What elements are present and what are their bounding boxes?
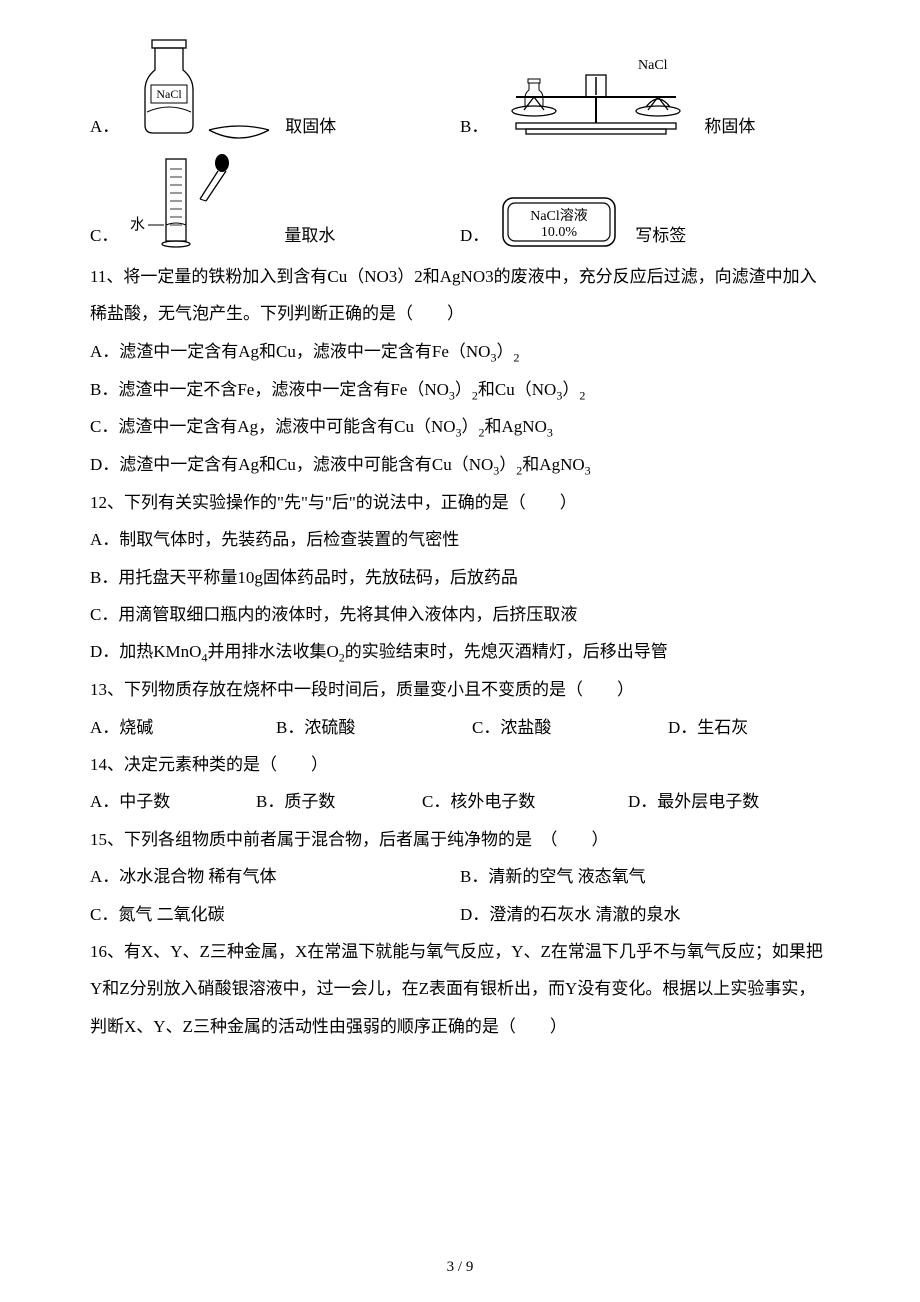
bottle-label-nacl: NaCl (157, 87, 183, 101)
q13-C: C．浓盐酸 (472, 709, 632, 746)
q10-figD: NaCl溶液 10.0% (497, 192, 627, 254)
q15-C: C．氮气 二氧化碳 (90, 896, 460, 933)
q10-A-text: 取固体 (285, 108, 336, 145)
q15-B: B．清新的空气 液态氧气 (460, 858, 830, 895)
q11-D: D．滤渣中一定含有Ag和Cu，滤液中可能含有Cu（NO3）2和AgNO3 (90, 446, 830, 484)
q15-options-row2: C．氮气 二氧化碳 D．澄清的石灰水 清澈的泉水 (90, 896, 830, 933)
q10-row-cd: C． 水 (90, 149, 830, 254)
q10-figC: 水 (126, 149, 276, 254)
q13-A: A．烧碱 (90, 709, 240, 746)
q10-A-label: A． (90, 108, 119, 145)
balance-nacl-label: NaCl (638, 58, 668, 73)
q15-stem: 15、下列各组物质中前者属于混合物，后者属于纯净物的是 （ ） (90, 821, 830, 858)
q10-C-text: 量取水 (284, 217, 335, 254)
q13-B: B．浓硫酸 (276, 709, 436, 746)
q15-D: D．澄清的石灰水 清澈的泉水 (460, 896, 830, 933)
q12-A: A．制取气体时，先装药品，后检查装置的气密性 (90, 521, 830, 558)
q12-stem: 12、下列有关实验操作的"先"与"后"的说法中，正确的是（ ） (90, 484, 830, 521)
q14-C: C．核外电子数 (422, 783, 592, 820)
q10-B-text: 称固体 (704, 108, 755, 145)
q16-stem: 16、有X、Y、Z三种金属，X在常温下就能与氧气反应，Y、Z在常温下几乎不与氧气… (90, 933, 830, 1045)
q14-A: A．中子数 (90, 783, 220, 820)
q10-figB: NaCl (496, 55, 696, 145)
q15-options-row1: A．冰水混合物 稀有气体 B．清新的空气 液态氧气 (90, 858, 830, 895)
q13-stem: 13、下列物质存放在烧杯中一段时间后，质量变小且不变质的是（ ） (90, 671, 830, 708)
label-line2: 10.0% (541, 225, 578, 240)
q10-figA: NaCl (127, 30, 277, 145)
q11-A: A．滤渣中一定含有Ag和Cu，滤液中一定含有Fe（NO3）2 (90, 333, 830, 371)
q11-stem: 11、将一定量的铁粉加入到含有Cu（NO3）2和AgNO3的废液中，充分反应后过… (90, 258, 830, 333)
q15-A: A．冰水混合物 稀有气体 (90, 858, 460, 895)
q10-D-text: 写标签 (635, 217, 686, 254)
q14-options: A．中子数 B．质子数 C．核外电子数 D．最外层电子数 (90, 783, 830, 820)
q13-D: D．生石灰 (668, 709, 748, 746)
q11-B: B．滤渣中一定不含Fe，滤液中一定含有Fe（NO3）2和Cu（NO3）2 (90, 371, 830, 409)
q10-C-label: C． (90, 217, 118, 254)
q11-C: C．滤渣中一定含有Ag，滤液中可能含有Cu（NO3）2和AgNO3 (90, 408, 830, 446)
q13-options: A．烧碱 B．浓硫酸 C．浓盐酸 D．生石灰 (90, 709, 830, 746)
page-footer: 3 / 9 (0, 1251, 920, 1284)
q14-stem: 14、决定元素种类的是（ ） (90, 746, 830, 783)
q14-B: B．质子数 (256, 783, 386, 820)
water-label: 水 (130, 216, 145, 233)
label-line1: NaCl溶液 (531, 208, 589, 224)
q10-row-ab: A． NaCl 取固体 B． NaCl (90, 30, 830, 145)
q10-D-label: D． (460, 217, 489, 254)
q10-B-label: B． (460, 108, 488, 145)
q12-D: D．加热KMnO4并用排水法收集O2的实验结束时，先熄灭酒精灯，后移出导管 (90, 633, 830, 671)
q12-C: C．用滴管取细口瓶内的液体时，先将其伸入液体内，后挤压取液 (90, 596, 830, 633)
q14-D: D．最外层电子数 (628, 783, 759, 820)
q12-B: B．用托盘天平称量10g固体药品时，先放砝码，后放药品 (90, 559, 830, 596)
